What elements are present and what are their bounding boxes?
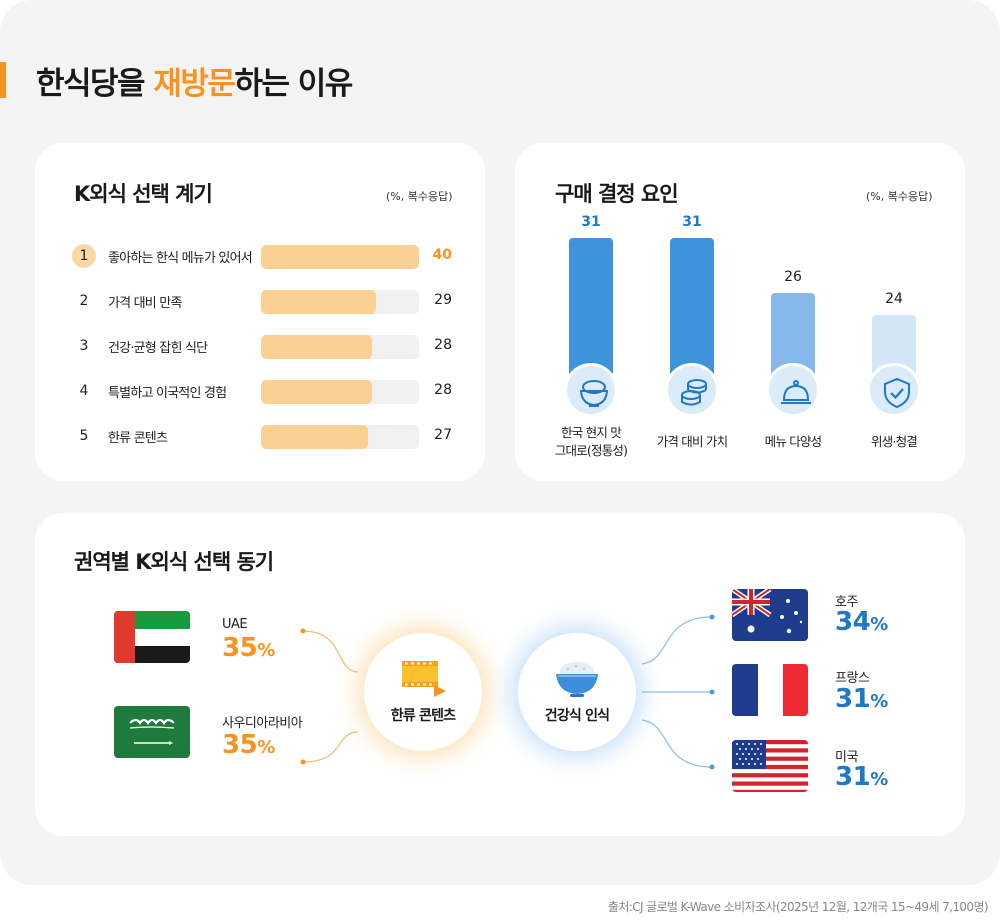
region-name-france: 프랑스 xyxy=(835,671,870,686)
region-pct-uae: 35% xyxy=(222,633,275,663)
uae-flag-icon xyxy=(114,611,190,663)
purchase-factor-value: 31 xyxy=(581,214,601,230)
selection-trigger-note: (%, 복수응답) xyxy=(386,190,453,203)
purchase-factor-label-line: 가격 대비 가치 xyxy=(656,434,728,449)
rank-value: 27 xyxy=(434,427,452,443)
selection-trigger-title: K외식 선택 계기 xyxy=(74,182,213,206)
purchase-factor-label: 메뉴 다양성 xyxy=(743,433,843,451)
region-name-australia: 호주 xyxy=(835,595,858,610)
purchase-factor-value: 26 xyxy=(784,269,802,285)
rank-row: 3 건강·균형 잡힌 식단 28 xyxy=(72,334,456,360)
region-name-saudi: 사우디아라비아 xyxy=(222,716,303,731)
rank-row: 1 좋아하는 한식 메뉴가 있어서 40 xyxy=(72,244,456,270)
region-pct-france: 31% xyxy=(835,684,888,714)
rank-bar xyxy=(261,425,368,449)
rank-row: 4 특별하고 이국적인 경험 28 xyxy=(72,379,456,405)
australia-flag-icon xyxy=(732,589,808,641)
rank-bar xyxy=(261,380,372,404)
rank-number: 1 xyxy=(72,244,96,268)
source-note: 출처:CJ 글로벌 K-Wave 소비자조사(2025년 12월, 12개국 1… xyxy=(607,900,989,914)
rank-number: 3 xyxy=(79,338,89,354)
rank-value: 40 xyxy=(432,247,452,263)
rank-row: 5 한류 콘텐츠 27 xyxy=(72,424,456,450)
purchase-factor-label-line: 메뉴 다양성 xyxy=(764,434,822,449)
rank-bar xyxy=(261,245,419,269)
rank-label: 좋아하는 한식 메뉴가 있어서 xyxy=(108,251,253,266)
cloche-icon xyxy=(766,363,820,417)
title-accent-bar xyxy=(0,62,6,98)
rank-number: 4 xyxy=(79,383,89,399)
region-pct-saudi: 35% xyxy=(222,730,275,760)
coins-icon xyxy=(665,363,719,417)
rank-bar-track xyxy=(261,245,419,269)
page-title: 한식당을 재방문하는 이유 xyxy=(36,66,353,102)
usa-flag-icon xyxy=(732,740,808,792)
rank-value: 28 xyxy=(434,382,452,398)
rice-bowl-icon xyxy=(564,363,618,417)
rank-label: 건강·균형 잡힌 식단 xyxy=(108,341,208,356)
rank-bar-track xyxy=(261,425,419,449)
region-name-uae: UAE xyxy=(222,617,248,632)
purchase-factor-label-line: 위생·청결 xyxy=(871,434,918,449)
rank-label: 가격 대비 만족 xyxy=(108,296,182,311)
rank-bar xyxy=(261,290,376,314)
hub-label-content: 한류 콘텐츠 xyxy=(390,708,456,724)
purchase-factor-label: 위생·청결 xyxy=(844,433,944,451)
region-pct-usa: 31% xyxy=(835,762,888,792)
rank-bar-track xyxy=(261,290,419,314)
hub-korean-wave-content: 한류 콘텐츠 xyxy=(364,633,482,751)
rank-label: 한류 콘텐츠 xyxy=(108,431,168,446)
rank-label: 특별하고 이국적인 경험 xyxy=(108,386,227,401)
rank-bar xyxy=(261,335,372,359)
purchase-factor-value: 31 xyxy=(682,214,702,230)
shield-check-icon xyxy=(867,363,921,417)
rank-number: 5 xyxy=(79,428,89,444)
rank-value: 29 xyxy=(434,292,452,308)
regional-motive-card xyxy=(35,513,965,836)
region-name-usa: 미국 xyxy=(835,750,858,765)
purchase-factor-value: 24 xyxy=(885,291,903,307)
hub-health-perception: 건강식 인식 xyxy=(518,633,636,751)
rank-value: 28 xyxy=(434,337,452,353)
purchase-factor-label-line: 그대로(정통성) xyxy=(554,443,628,458)
purchase-factor-label: 가격 대비 가치 xyxy=(642,433,742,451)
rank-number: 2 xyxy=(79,293,89,309)
region-pct-australia: 34% xyxy=(835,607,888,637)
purchase-factor-note: (%, 복수응답) xyxy=(866,190,933,203)
hub-label-health: 건강식 인식 xyxy=(544,708,610,724)
rank-bar-track xyxy=(261,380,419,404)
purchase-factor-title: 구매 결정 요인 xyxy=(555,182,679,206)
film-icon xyxy=(402,661,446,697)
rice-bowl-icon xyxy=(556,662,598,697)
purchase-factor-label-line: 한국 현지 맛 xyxy=(561,425,622,440)
france-flag-icon xyxy=(732,664,808,716)
saudi-flag-icon xyxy=(114,706,190,758)
rank-bar-track xyxy=(261,335,419,359)
title-highlight: 재방문 xyxy=(153,66,236,102)
regional-motive-title: 권역별 K외식 선택 동기 xyxy=(74,550,274,574)
rank-row: 2 가격 대비 만족 29 xyxy=(72,289,456,315)
